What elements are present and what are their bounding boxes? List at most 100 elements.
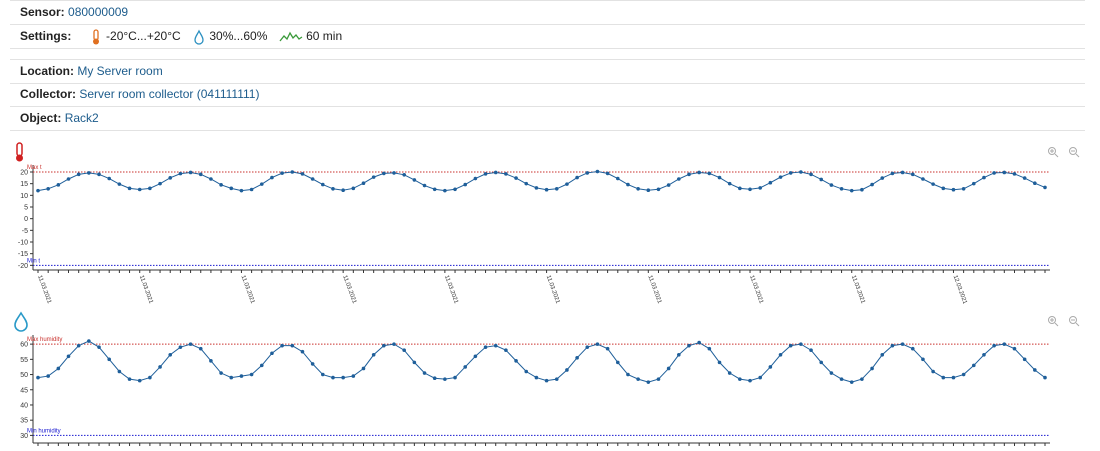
y-tick-label: 50	[20, 372, 28, 379]
data-point	[1022, 357, 1027, 362]
data-point	[117, 182, 122, 186]
data-point	[483, 172, 488, 176]
data-point	[107, 357, 112, 362]
data-point	[331, 187, 335, 191]
data-point	[707, 346, 712, 351]
data-point	[87, 171, 91, 175]
x-tick-label: 11.03.2021	[748, 275, 764, 305]
data-point	[158, 181, 162, 186]
data-point	[595, 169, 600, 174]
data-point	[514, 359, 518, 363]
data-point	[443, 377, 447, 381]
data-point	[504, 172, 508, 176]
reference-label: Max humidity	[27, 337, 62, 343]
data-point	[890, 343, 895, 348]
label: Settings:	[20, 29, 72, 43]
x-tick-label: 12.03.2021	[952, 275, 968, 306]
data-point	[239, 188, 244, 193]
data-point	[219, 183, 223, 187]
data-point	[321, 372, 325, 377]
data-point	[392, 342, 396, 346]
data-point	[666, 366, 671, 371]
data-point	[290, 343, 295, 348]
data-point	[46, 374, 50, 378]
data-point	[56, 183, 61, 187]
data-point	[137, 187, 142, 192]
data-point	[687, 343, 691, 348]
data-point	[727, 181, 732, 186]
y-tick-label: -5	[22, 228, 28, 235]
data-point	[97, 345, 101, 349]
data-point	[656, 377, 661, 381]
data-point	[219, 371, 223, 375]
data-point	[514, 176, 518, 180]
data-point	[331, 375, 335, 380]
data-point	[432, 376, 437, 381]
data-point	[137, 378, 142, 383]
zoom-in[interactable]	[1048, 316, 1059, 327]
x-tick-label: 11.03.2021	[850, 275, 866, 305]
data-point	[778, 352, 783, 357]
data-point	[443, 188, 447, 193]
value: Rack2	[64, 111, 99, 125]
object-row: Object: Rack2	[10, 107, 1085, 131]
zoom-out[interactable]	[1069, 316, 1080, 327]
drop-icon	[194, 29, 204, 45]
data-point	[463, 182, 468, 187]
zoom-out[interactable]	[1069, 147, 1080, 158]
zoom-in[interactable]	[1048, 147, 1059, 158]
data-point	[951, 187, 956, 192]
data-point	[971, 181, 976, 186]
data-point	[605, 346, 610, 351]
data-point	[402, 348, 406, 353]
data-point	[1043, 375, 1047, 380]
data-point	[839, 377, 844, 381]
data-point	[717, 175, 722, 180]
temperature-range: -20°C...+20°C	[106, 29, 181, 43]
data-point	[941, 186, 946, 191]
data-point	[270, 175, 274, 180]
data-point	[646, 188, 651, 192]
data-point	[788, 343, 793, 348]
data-point	[371, 352, 376, 357]
data-point	[697, 340, 701, 345]
data-point	[412, 360, 417, 365]
data-point	[341, 188, 345, 192]
data-point	[66, 354, 71, 359]
data-point	[382, 343, 386, 348]
y-tick-label: 35	[20, 418, 28, 425]
data-point	[605, 171, 610, 176]
data-point	[931, 369, 935, 374]
data-point	[361, 181, 366, 185]
data-point	[148, 375, 152, 380]
data-point	[941, 375, 946, 380]
data-point	[707, 171, 712, 176]
data-point	[819, 177, 824, 182]
y-tick-label: 40	[20, 402, 28, 409]
data-point	[636, 377, 640, 381]
y-tick-label: 0	[24, 216, 28, 223]
data-point	[148, 186, 152, 191]
y-tick-label: 60	[20, 342, 28, 349]
data-point	[951, 375, 956, 380]
x-tick-label: 11.03.2021	[443, 275, 459, 305]
data-point	[799, 342, 803, 346]
data-point	[290, 170, 295, 174]
y-tick-label: -10	[18, 240, 28, 247]
data-point	[453, 187, 457, 192]
data-point	[66, 177, 71, 181]
reference-label: Min humidity	[27, 428, 61, 434]
data-point	[992, 171, 996, 175]
data-point	[717, 360, 722, 365]
data-point	[829, 371, 834, 375]
data-point	[524, 181, 529, 186]
data-point	[758, 186, 762, 190]
y-tick-label: 30	[20, 433, 28, 440]
reference-label: Min t	[27, 258, 40, 264]
label: Sensor:	[20, 5, 65, 19]
data-point	[768, 180, 773, 185]
data-point	[249, 372, 254, 377]
data-point	[361, 366, 366, 371]
data-point	[341, 375, 345, 380]
